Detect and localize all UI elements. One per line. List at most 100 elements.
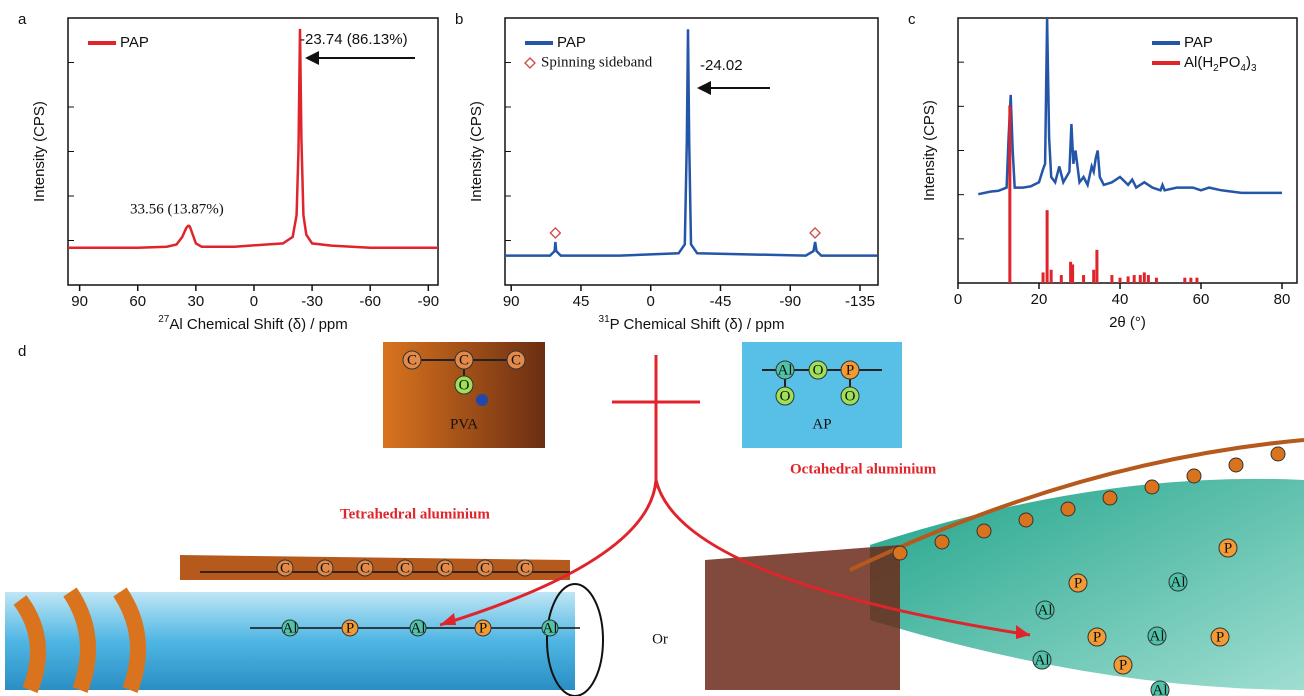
- legend-label: PAP: [1184, 34, 1213, 51]
- legend-label: PAP: [557, 34, 586, 51]
- atom: [281, 619, 299, 637]
- atom: [409, 619, 427, 637]
- x-axis-label-text: Al Chemical Shift (δ) / ppm: [169, 316, 347, 333]
- atom-label: O: [780, 388, 791, 404]
- atom: [316, 559, 334, 577]
- x-axis-label: 2θ (°): [1109, 314, 1146, 331]
- x-tick-label: -90: [779, 293, 801, 310]
- tube-end: [546, 583, 604, 696]
- atom: [436, 559, 454, 577]
- atom-label: Al: [1035, 652, 1050, 668]
- atom-label: C: [407, 352, 417, 368]
- x-axis-label-sup: 31: [599, 314, 611, 325]
- atom-label: C: [459, 352, 469, 368]
- x-axis-label: 31P Chemical Shift (δ) / ppm: [599, 314, 785, 333]
- atom-label: C: [511, 352, 521, 368]
- atom-label: C: [440, 560, 450, 576]
- annotation-arrowhead: [697, 81, 711, 95]
- chain-atom: [1060, 501, 1076, 517]
- atom: [1210, 627, 1230, 647]
- atom-label: P: [1074, 575, 1082, 591]
- atom-label: Al: [778, 362, 793, 378]
- atom-label: P: [1216, 629, 1224, 645]
- x-axis-label-text: P Chemical Shift (δ) / ppm: [610, 316, 785, 333]
- atom: [840, 386, 860, 406]
- or-label: Or: [652, 631, 668, 647]
- atom: [276, 559, 294, 577]
- atom-label: C: [480, 560, 490, 576]
- y-axis-label: Intensity (CPS): [921, 100, 938, 201]
- atom-label: C: [360, 560, 370, 576]
- atom: [840, 360, 860, 380]
- spectrum: [68, 28, 438, 250]
- sideband-marker: [809, 227, 821, 239]
- atom-label: O: [459, 377, 470, 393]
- x-tick-label: -60: [359, 293, 381, 310]
- ap-box: [742, 342, 902, 448]
- atom: [541, 619, 559, 637]
- x-tick-label: -135: [845, 293, 875, 310]
- chain-atom: [1102, 490, 1118, 506]
- atom: [396, 559, 414, 577]
- atom: [356, 559, 374, 577]
- atom-label: C: [280, 560, 290, 576]
- atom: [454, 375, 474, 395]
- x-tick-label: 60: [129, 293, 146, 310]
- atom: [1113, 655, 1133, 675]
- x-tick-label: 40: [1112, 291, 1129, 308]
- atom: [808, 360, 828, 380]
- structure-label: Tetrahedral aluminium: [340, 506, 490, 522]
- atom: [1087, 627, 1107, 647]
- legend-marker: [524, 57, 536, 69]
- atom-label: P: [846, 362, 854, 378]
- atom-label: P: [1119, 657, 1127, 673]
- atom: [1218, 538, 1238, 558]
- atom-label: Al: [1171, 574, 1186, 590]
- x-tick-label: 90: [71, 293, 88, 310]
- x-axis-label-sup: 27: [158, 314, 170, 325]
- spectrum: [978, 17, 1282, 196]
- x-tick-label: -90: [417, 293, 439, 310]
- atom-label: Al: [1038, 602, 1053, 618]
- atom-label: Al: [411, 620, 426, 636]
- atom-label: O: [813, 362, 824, 378]
- atom-label: O: [845, 388, 856, 404]
- hydrogen: [476, 394, 488, 406]
- chain-atom: [976, 523, 992, 539]
- atom-label: C: [520, 560, 530, 576]
- x-tick-label: 0: [250, 293, 258, 310]
- annotation-arrowhead: [305, 51, 319, 65]
- chain-atom: [934, 534, 950, 550]
- atom: [474, 619, 492, 637]
- chain-atom: [1018, 512, 1034, 528]
- annotation: 33.56 (13.87%): [130, 201, 224, 217]
- box-label: PVA: [450, 416, 478, 432]
- atom: [1035, 600, 1055, 620]
- atom-label: Al: [1150, 628, 1165, 644]
- panel-label: d: [18, 343, 26, 360]
- box-label: AP: [812, 416, 831, 432]
- legend-label: PAP: [120, 34, 149, 51]
- atom: [1147, 626, 1167, 646]
- atom-label: P: [1224, 540, 1232, 556]
- x-tick-label: 30: [188, 293, 205, 310]
- panel-label: a: [18, 11, 27, 28]
- x-axis-label: 27Al Chemical Shift (δ) / ppm: [158, 314, 348, 333]
- annotation: -24.02: [700, 57, 743, 74]
- atom: [775, 386, 795, 406]
- x-tick-label: 0: [954, 291, 962, 308]
- atom: [1032, 650, 1052, 670]
- x-tick-label: 80: [1274, 291, 1291, 308]
- atom: [506, 350, 526, 370]
- atom: [1168, 572, 1188, 592]
- atom-label: Al: [543, 620, 558, 636]
- x-tick-label: 20: [1031, 291, 1048, 308]
- atom-label: C: [320, 560, 330, 576]
- atom: [402, 350, 422, 370]
- spiral: [13, 587, 146, 693]
- atom-label: P: [1093, 629, 1101, 645]
- atom-label: P: [479, 620, 487, 636]
- structure-label: Octahedral aluminium: [790, 461, 937, 477]
